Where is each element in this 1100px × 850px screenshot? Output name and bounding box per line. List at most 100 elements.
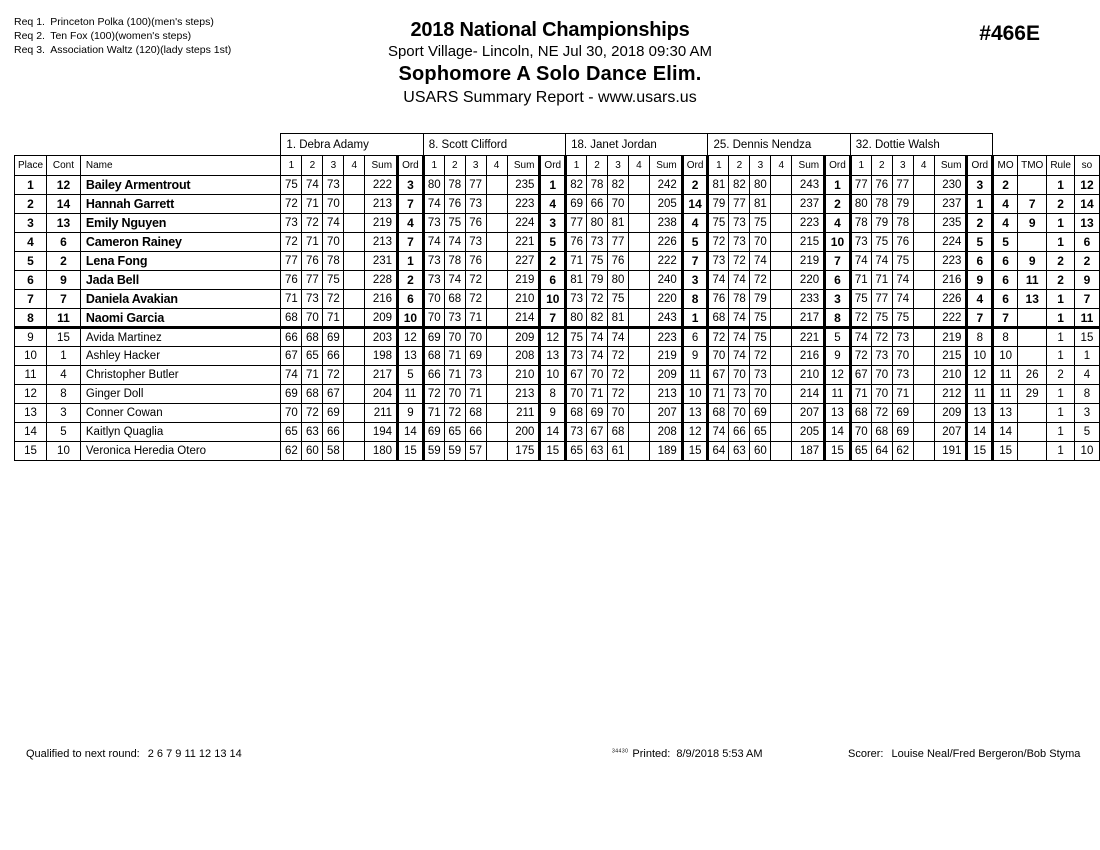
cell-mo: 4 [992,194,1019,214]
cell-sum-j5: 215 [933,346,968,366]
cell-score-j5-2: 68 [870,422,893,442]
event-title: 2018 National Championships [410,19,690,41]
cell-score-j4-4 [770,289,793,309]
cell-score-j4-2: 72 [728,251,751,271]
cell-so: 6 [1073,232,1100,252]
cell-score-j3-4 [628,441,650,461]
cell-score-j1-3: 75 [322,270,345,290]
cell-score-j1-2: 77 [301,270,324,290]
cell-cont: 1 [46,346,81,366]
cell-score-j4-2: 74 [728,327,751,347]
cell-sum-j1: 203 [364,327,399,347]
cell-sum-j2: 235 [506,175,541,195]
cell-sum-j4: 207 [791,403,826,423]
cell-rule: 2 [1046,365,1075,385]
cell-score-j4-4 [770,308,793,329]
cell-sum-j2: 208 [506,346,541,366]
cell-score-j5-1: 80 [849,194,872,214]
cell-rule: 1 [1046,346,1075,366]
judge-name-5: 32. Dottie Walsh [849,133,994,156]
cell-sum-j1: 180 [364,441,399,461]
cell-score-j2-3: 72 [464,270,487,290]
cell-score-j3-3: 72 [607,346,630,366]
cell-score-j5-2: 79 [870,213,893,233]
cell-cont: 12 [46,175,81,195]
cell-score-j1-1: 69 [280,384,303,404]
cell-ord-j5: 3 [965,175,995,195]
cell-score-j2-1: 69 [422,327,445,347]
requirement-item: Req 3. Association Waltz (120)(lady steps… [14,43,231,57]
cell-score-j3-1: 82 [565,175,588,195]
cell-score-j5-4 [912,251,935,271]
cell-name: Emily Nguyen [79,213,282,233]
cell-sum-j1: 217 [364,365,399,385]
cell-sum-j3: 226 [648,232,683,252]
cell-tmo [1017,308,1048,329]
cell-score-j1-3: 70 [322,194,345,214]
cell-name: Hannah Garrett [79,194,282,214]
cell-score-j1-1: 62 [280,441,303,461]
cell-score-j2-3: 73 [464,365,487,385]
header-score-4-1: 1 [707,155,730,176]
cell-score-j5-4 [912,308,935,329]
cell-mo: 6 [992,270,1019,290]
cell-score-j4-4 [770,327,793,347]
cell-ord-j3: 14 [680,194,710,214]
cell-score-j3-1: 75 [565,327,588,347]
cell-score-j2-2: 59 [443,441,466,461]
cell-mo: 13 [992,403,1019,423]
cell-so: 14 [1073,194,1100,214]
cell-score-j1-4 [343,384,366,404]
cell-ord-j1: 9 [396,403,425,423]
cell-ord-j5: 5 [965,232,995,252]
cell-sum-j2: 214 [506,308,541,329]
table-row: 12 8 Ginger Doll 69 68 67 204 11 72 70 71 213 8 70 71 7… [13,384,1100,404]
cell-sum-j3: 240 [648,270,683,290]
print-code: 34430 [612,748,629,755]
header-ord-5: Ord [965,155,995,176]
header-sum-2: Sum [506,155,541,176]
cell-sum-j2: 211 [506,403,541,423]
cell-score-j3-1: 80 [565,308,588,329]
cell-score-j5-1: 70 [849,422,872,442]
cell-ord-j3: 15 [680,441,710,461]
cell-score-j2-1: 70 [422,308,445,329]
cell-score-j4-4 [770,403,793,423]
cell-sum-j3: 209 [648,365,683,385]
cell-rule: 1 [1046,327,1075,347]
cell-score-j3-1: 73 [565,346,588,366]
cell-score-j1-4 [343,289,366,309]
cell-score-j3-4 [628,194,650,214]
cell-mo: 11 [992,365,1019,385]
cell-sum-j4: 233 [791,289,826,309]
cell-score-j4-1: 67 [707,365,730,385]
cell-score-j2-2: 76 [443,194,466,214]
scorer-value: Louise Neal/Fred Bergeron/Bob Styma [891,748,1081,760]
cell-score-j3-1: 73 [565,289,588,309]
cell-score-j2-1: 59 [422,441,445,461]
header-score-1-3: 3 [322,155,345,176]
results-table-wrapper: 1. Debra Adamy 8. Scott Clifford 18. Janet… [13,133,1100,461]
cell-sum-j1: 228 [364,270,399,290]
cell-ord-j1: 2 [396,270,425,290]
cell-sum-j5: 207 [933,422,968,442]
header-place: Place [13,155,48,176]
table-row: 10 1 Ashley Hacker 67 65 66 198 13 68 71 69 208 13 73… [13,346,1100,366]
cell-score-j5-2: 75 [870,232,893,252]
cell-ord-j3: 10 [680,384,710,404]
cell-sum-j1: 211 [364,403,399,423]
cell-ord-j2: 6 [538,270,568,290]
cell-score-j4-1: 71 [707,384,730,404]
cell-score-j2-3: 76 [464,213,487,233]
cell-score-j3-2: 73 [586,232,609,252]
header-score-2-4: 4 [485,155,508,176]
cell-score-j5-4 [912,403,935,423]
cell-ord-j5: 9 [965,270,995,290]
cell-tmo [1017,175,1048,195]
cell-so: 3 [1073,403,1100,423]
cell-score-j4-3: 75 [749,213,772,233]
header-score-4-4: 4 [770,155,793,176]
cell-score-j2-4 [485,441,508,461]
cell-score-j5-3: 76 [891,232,914,252]
